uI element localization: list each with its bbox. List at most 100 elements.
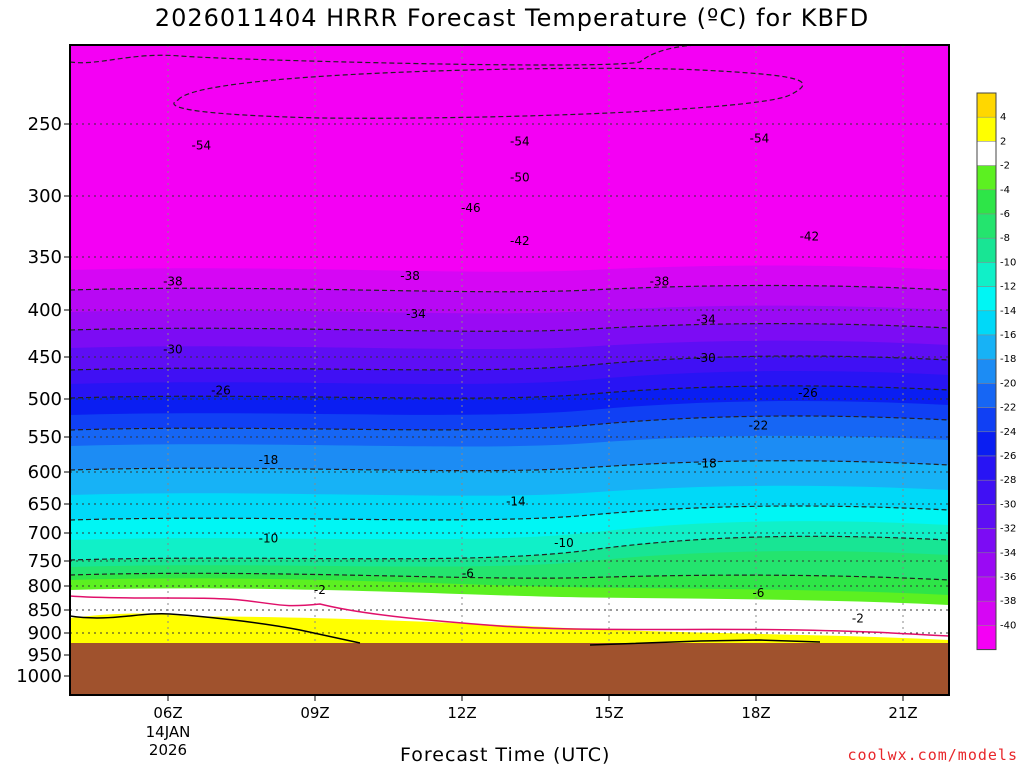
colorbar-swatch xyxy=(976,165,997,191)
colorbar-swatch xyxy=(976,358,997,384)
contour-line xyxy=(70,45,701,66)
colorbar-swatch xyxy=(976,407,997,433)
contour-line xyxy=(70,572,949,581)
y-axis: 2503003504004505005506006507007508008509… xyxy=(16,114,70,687)
contour-label: -34 xyxy=(406,307,426,321)
colorbar-swatch xyxy=(976,455,997,481)
y-tick-label: 400 xyxy=(28,300,62,321)
colorbar-label: -26 xyxy=(1000,451,1016,462)
x-axis-title: Forecast Time (UTC) xyxy=(400,744,611,766)
contour-label: -54 xyxy=(510,134,530,148)
contour-label: -54 xyxy=(192,139,212,153)
contour-label: -26 xyxy=(798,386,818,400)
colorbar-label: -8 xyxy=(1000,233,1010,244)
y-tick-label: 700 xyxy=(28,523,62,544)
contour-label: -14 xyxy=(506,494,526,508)
colorbar-label: -38 xyxy=(1000,596,1016,607)
colorbar-swatch xyxy=(976,262,997,287)
contour-line xyxy=(70,355,949,371)
colorbar-swatch xyxy=(976,528,997,554)
x-tick-label: 21Z xyxy=(888,704,917,722)
contour-label: -50 xyxy=(510,170,530,184)
y-tick-label: 950 xyxy=(28,645,62,666)
colorbar-label: -30 xyxy=(1000,499,1016,510)
terrain-ridge-line xyxy=(589,639,821,646)
y-tick-label: 900 xyxy=(28,623,62,644)
chart-title: 2026011404 HRRR Forecast Temperature (ºC… xyxy=(154,4,870,32)
x-tick-label: 15Z xyxy=(594,704,623,722)
contour-label: -42 xyxy=(510,234,530,248)
y-tick-label: 550 xyxy=(28,427,62,448)
colorbar-swatch xyxy=(976,600,997,626)
colorbar-swatch xyxy=(976,237,997,263)
credit-link[interactable]: coolwx.com/models xyxy=(847,746,1018,764)
contour-label: -6 xyxy=(462,567,474,581)
contour-label: -38 xyxy=(650,274,670,288)
colorbar-swatch xyxy=(976,141,997,166)
colorbar-label: 2 xyxy=(1000,136,1006,147)
x-tick-label: 09Z xyxy=(300,704,329,722)
colorbar-label: -20 xyxy=(1000,378,1016,389)
y-tick-label: 750 xyxy=(28,551,62,572)
colorbar-swatch xyxy=(976,383,997,408)
contour-label: -54 xyxy=(750,131,770,145)
colorbar-label: -4 xyxy=(1000,185,1010,196)
colorbar-label: -10 xyxy=(1000,257,1016,268)
contour-label: -42 xyxy=(800,229,820,243)
contour-label: -30 xyxy=(163,342,183,356)
y-tick-label: 850 xyxy=(28,600,62,621)
colorbar-swatch xyxy=(976,286,997,312)
colorbar-swatch xyxy=(976,310,997,336)
colorbar-label: -16 xyxy=(1000,330,1016,341)
colorbar-swatch xyxy=(976,213,997,239)
colorbar-swatch xyxy=(976,625,997,650)
colorbar-label: -28 xyxy=(1000,475,1016,486)
colorbar: 4 2 -2 -4 -6 -8 -10 -12 -14 -16 -18 -20 -22 -24 -26 -28… xyxy=(976,92,1016,651)
colorbar-label: -24 xyxy=(1000,427,1016,438)
x-tick-label: 06Z xyxy=(153,704,182,722)
contour-line xyxy=(70,505,949,521)
colorbar-label: 4 xyxy=(1000,112,1006,123)
colorbar-swatch xyxy=(976,552,997,578)
y-tick-label: 500 xyxy=(28,389,62,410)
colorbar-swatch xyxy=(976,92,997,118)
colorbar-label: -36 xyxy=(1000,572,1016,583)
colorbar-label: -12 xyxy=(1000,282,1016,293)
contour-line xyxy=(70,323,949,332)
colorbar-label: -32 xyxy=(1000,524,1016,535)
contour-line xyxy=(70,284,949,293)
x-tick-sublabel: 2026 xyxy=(149,741,187,759)
plot-area xyxy=(70,45,949,695)
contour-label: -10 xyxy=(554,536,574,550)
colorbar-swatch xyxy=(976,504,997,529)
y-tick-label: 1000 xyxy=(16,666,62,687)
y-tick-label: 800 xyxy=(28,576,62,597)
contour-line xyxy=(70,415,949,431)
terrain-surface xyxy=(70,643,949,695)
colorbar-swatch xyxy=(976,334,997,360)
terrain-ridge-line xyxy=(70,612,361,644)
contour-label: -2 xyxy=(852,611,864,625)
contour-label: -46 xyxy=(461,201,481,215)
colorbar-swatch xyxy=(976,189,997,215)
colorbar-swatch xyxy=(976,576,997,602)
contour-label: -2 xyxy=(314,583,326,597)
colorbar-swatch xyxy=(976,116,997,142)
y-tick-label: 450 xyxy=(28,347,62,368)
x-tick-sublabel: 14JAN xyxy=(146,723,191,741)
contour-label: -34 xyxy=(696,312,716,326)
colorbar-frame xyxy=(976,92,997,651)
contour-line xyxy=(70,535,949,561)
contour-label: -22 xyxy=(749,419,769,433)
plot-frame xyxy=(69,44,950,696)
warm-band xyxy=(70,613,350,645)
colorbar-label: -2 xyxy=(1000,161,1010,172)
x-tick-label: 18Z xyxy=(741,704,770,722)
contour-label: -18 xyxy=(697,457,717,471)
colorbar-label: -14 xyxy=(1000,306,1016,317)
colorbar-label: -6 xyxy=(1000,209,1010,220)
contour-label: -6 xyxy=(752,586,764,600)
contour-labels: -54 -54 -54 -50 -46 -42 -42 -38 -38 -38 -34 -34 -30 -… xyxy=(163,131,864,625)
freezing-line xyxy=(70,595,949,637)
